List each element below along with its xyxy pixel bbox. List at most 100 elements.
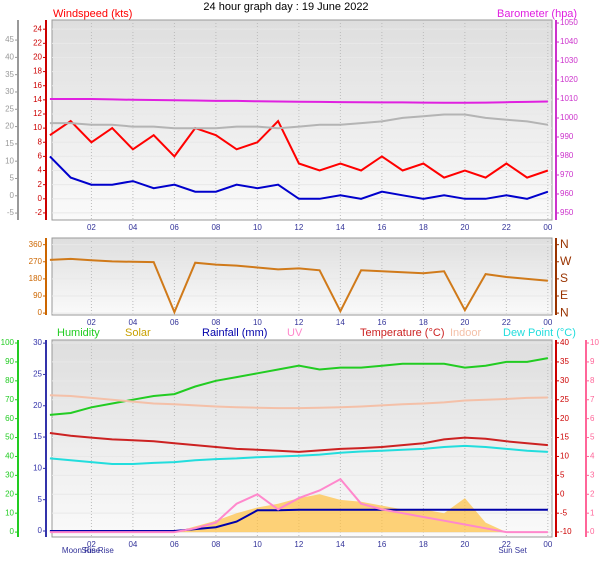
y-tick-label: 100	[1, 338, 15, 347]
y-tick-label: 60	[5, 414, 14, 423]
y-tick-label: 1	[590, 508, 595, 517]
y-tick-label: 1040	[560, 37, 578, 46]
y-tick-label: -5	[560, 508, 568, 517]
y-tick-label: 22	[33, 38, 42, 47]
y-tick-label: 45	[5, 35, 14, 44]
y-tick-label: 30	[33, 338, 42, 347]
y-tick-label: 270	[29, 257, 43, 266]
line	[49, 444, 548, 465]
y-tick-label: -2	[35, 208, 43, 217]
x-tick-label: 04	[128, 540, 137, 549]
y-tick-label: S	[560, 271, 568, 285]
y-tick-label: 70	[5, 395, 14, 404]
x-tick-label: 00	[543, 223, 552, 232]
x-tick-label: 14	[336, 318, 345, 327]
y-tick-label: 990	[560, 132, 574, 141]
y-tick-label: 10	[33, 463, 42, 472]
y-tick-label: 4	[38, 166, 43, 175]
y-tick-label: 30	[560, 376, 569, 385]
legend-label: Humidity	[57, 327, 100, 339]
x-tick-label: 12	[294, 540, 303, 549]
y-tick-label: 5	[38, 495, 43, 504]
y-tick-label: 20	[5, 122, 14, 131]
y-tick-label: 40	[560, 338, 569, 347]
y-tick-label: N	[560, 305, 569, 319]
y-tick-label: 14	[33, 95, 42, 104]
line	[49, 477, 548, 534]
line	[49, 357, 549, 416]
legend-label: UV	[287, 327, 303, 339]
y-tick-label: 950	[560, 208, 574, 217]
x-tick-label: 22	[502, 223, 511, 232]
y-tick-label: 980	[560, 151, 574, 160]
line	[49, 394, 548, 410]
y-tick-label: 25	[33, 370, 42, 379]
plot-area	[51, 237, 553, 316]
x-tick-label: 12	[294, 223, 303, 232]
x-tick-label: 22	[502, 318, 511, 327]
y-tick-label: 0	[560, 489, 565, 498]
x-tick-label: 10	[253, 223, 262, 232]
y-tick-label: 24	[33, 24, 42, 33]
x-tick-label: 16	[377, 540, 386, 549]
y-tick-label: 35	[5, 70, 14, 79]
x-tick-label: 04	[128, 223, 137, 232]
chart-title: 24 hour graph day : 19 June 2022	[203, 1, 368, 13]
x-tick-label: 12	[294, 318, 303, 327]
x-tick-label: 18	[419, 223, 428, 232]
x-tick-label: 06	[170, 540, 179, 549]
y-tick-label: 16	[33, 81, 42, 90]
y-tick-label: -10	[560, 527, 572, 536]
y-tick-label: 7	[590, 395, 595, 404]
y-tick-label: 8	[38, 137, 43, 146]
y-tick-label: 20	[33, 53, 42, 62]
legend-label: Dew Point (°C)	[503, 327, 576, 339]
annotation: Sun Rise	[81, 546, 114, 555]
y-tick-label: 80	[5, 376, 14, 385]
x-tick-label: 18	[419, 540, 428, 549]
x-tick-label: 06	[170, 223, 179, 232]
plot-area	[51, 19, 553, 221]
y-tick-label: 3	[590, 470, 595, 479]
legend-label: Solar	[125, 327, 151, 339]
y-tick-label: 1010	[560, 94, 578, 103]
legend-label: Barometer (hpa)	[497, 8, 577, 20]
y-tick-label: -5	[7, 208, 15, 217]
y-tick-label: 20	[560, 414, 569, 423]
x-tick-label: 18	[419, 318, 428, 327]
y-tick-label: 15	[5, 139, 14, 148]
x-tick-label: 00	[543, 540, 552, 549]
y-tick-label: 2	[590, 489, 595, 498]
y-tick-label: 0	[590, 527, 595, 536]
y-tick-label: 50	[5, 433, 14, 442]
y-tick-label: 10	[590, 338, 599, 347]
y-tick-label: 30	[5, 87, 14, 96]
y-tick-label: 20	[33, 401, 42, 410]
x-tick-label: 20	[460, 540, 469, 549]
y-tick-label: E	[560, 288, 568, 302]
x-tick-label: 08	[211, 223, 220, 232]
y-tick-label: 1030	[560, 56, 578, 65]
y-tick-label: 15	[560, 433, 569, 442]
y-tick-label: 9	[590, 357, 595, 366]
y-tick-label: 12	[33, 109, 42, 118]
y-tick-label: 1050	[560, 18, 578, 27]
y-tick-label: 5	[590, 433, 595, 442]
y-tick-label: 40	[5, 52, 14, 61]
y-tick-label: 18	[33, 67, 42, 76]
y-tick-label: 4	[590, 452, 595, 461]
y-tick-label: 30	[5, 470, 14, 479]
line	[49, 113, 549, 130]
y-tick-label: 8	[590, 376, 595, 385]
x-tick-label: 08	[211, 540, 220, 549]
line	[49, 432, 548, 453]
y-tick-label: 1020	[560, 75, 578, 84]
y-tick-label: 20	[5, 489, 14, 498]
x-tick-label: 02	[87, 540, 96, 549]
x-tick-label: 14	[336, 223, 345, 232]
y-tick-label: 960	[560, 189, 574, 198]
x-tick-label: 10	[253, 318, 262, 327]
x-tick-label: 16	[377, 223, 386, 232]
y-tick-label: 25	[5, 104, 14, 113]
